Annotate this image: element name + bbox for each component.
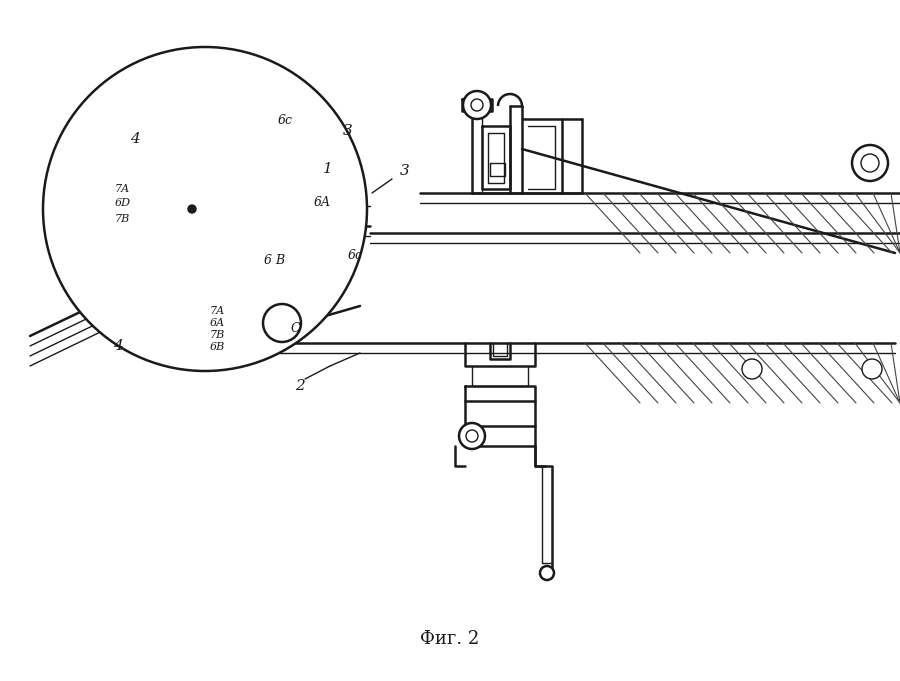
Circle shape	[43, 47, 367, 371]
Circle shape	[471, 99, 483, 111]
Text: 2: 2	[295, 379, 305, 393]
Text: 7A: 7A	[115, 184, 130, 194]
Circle shape	[862, 359, 882, 379]
Text: 6A: 6A	[210, 318, 225, 328]
Circle shape	[742, 359, 762, 379]
Text: 7A: 7A	[210, 306, 225, 316]
Circle shape	[263, 304, 301, 342]
Text: 6 B: 6 B	[265, 255, 285, 268]
Text: 7B: 7B	[115, 214, 130, 224]
Circle shape	[188, 205, 196, 213]
Text: C: C	[290, 323, 300, 336]
Circle shape	[463, 91, 491, 119]
Text: 3: 3	[400, 164, 410, 178]
Circle shape	[852, 145, 888, 181]
Circle shape	[861, 154, 879, 172]
Text: 6B: 6B	[210, 342, 225, 352]
Circle shape	[466, 430, 478, 442]
Circle shape	[540, 566, 554, 580]
Text: 6A: 6A	[313, 197, 330, 210]
Text: 4: 4	[113, 339, 123, 353]
Text: 6D: 6D	[115, 198, 131, 208]
Text: 1: 1	[323, 162, 333, 176]
Text: 4: 4	[130, 132, 140, 146]
Text: 7B: 7B	[210, 330, 225, 340]
Text: 6c: 6c	[347, 249, 363, 262]
Text: 6c: 6c	[277, 114, 292, 127]
Text: 3: 3	[343, 124, 353, 138]
Text: Фиг. 2: Фиг. 2	[420, 630, 480, 648]
Circle shape	[459, 423, 485, 449]
